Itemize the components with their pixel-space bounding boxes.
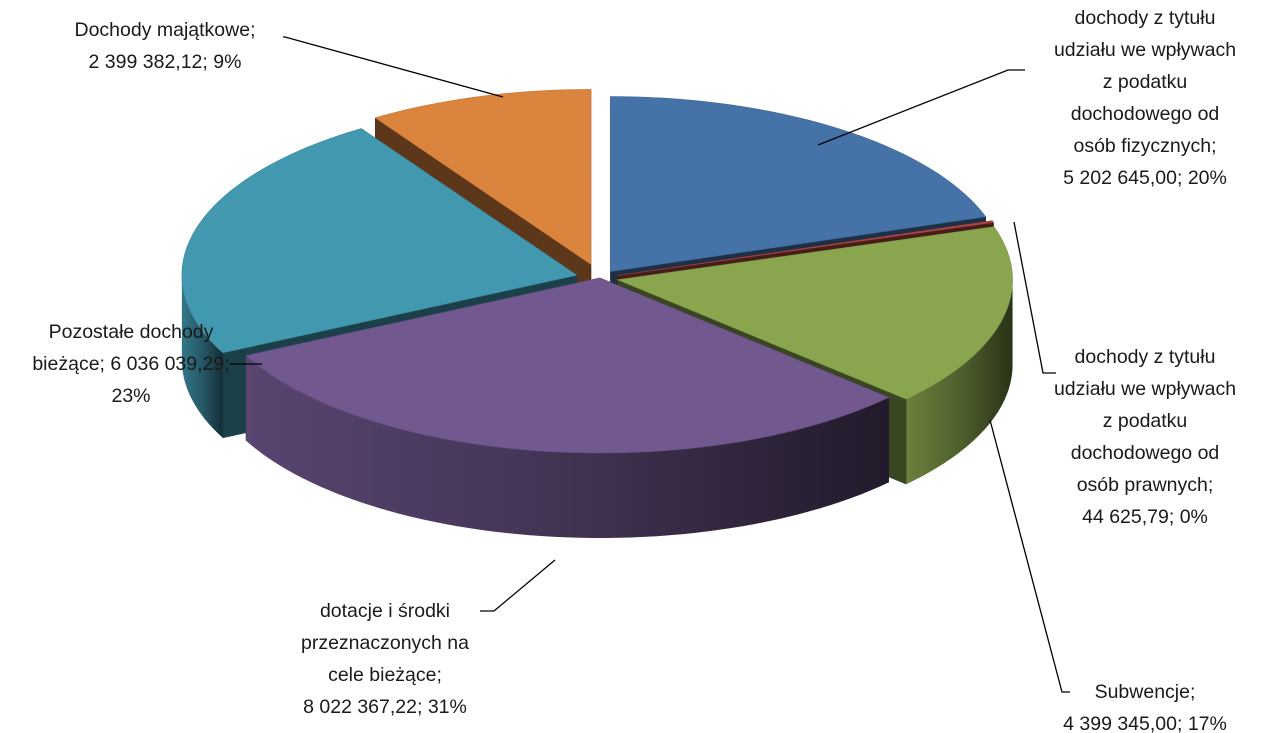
slice-pit bbox=[610, 96, 987, 272]
data-label-line: przeznaczonych na bbox=[300, 632, 470, 654]
data-label-line: 44 625,79; 0% bbox=[1082, 506, 1208, 528]
slice-majatkowe bbox=[374, 89, 592, 265]
slice-rim-subwencje bbox=[906, 279, 1013, 485]
data-label-line: dochody z tytułu bbox=[1074, 346, 1216, 368]
data-label-line: Pozostałe dochody bbox=[48, 321, 214, 343]
data-label-line: dochodowego od bbox=[1070, 442, 1220, 464]
data-label-line: dochodowego od bbox=[1070, 103, 1220, 125]
data-label-line: z podatku bbox=[1102, 410, 1188, 432]
data-label-line: dochody z tytułu bbox=[1074, 7, 1216, 29]
leader-line-majatkowe bbox=[283, 36, 504, 98]
leader-line-cit bbox=[1013, 221, 1056, 374]
data-label-pozostale: Pozostałe dochody bieżące; 6 036 039,29;… bbox=[0, 316, 262, 412]
data-label-line: 5 202 645,00; 20% bbox=[1063, 167, 1227, 189]
data-label-line: cele bieżące; bbox=[328, 664, 442, 686]
data-label-dotacje: dotacje i środki przeznaczonych na cele … bbox=[265, 595, 505, 723]
data-label-line: udziału we wpływach bbox=[1053, 39, 1237, 61]
data-label-line: osób fizycznych; bbox=[1073, 135, 1217, 157]
data-label-pit: dochody z tytułu udziału we wpływach z p… bbox=[1025, 2, 1265, 194]
data-label-line: 23% bbox=[111, 385, 151, 407]
data-label-line: 2 399 382,12; 9% bbox=[88, 51, 242, 73]
data-label-majatkowe: Dochody majątkowe; 2 399 382,12; 9% bbox=[40, 14, 290, 78]
slice-rim-pozostale bbox=[181, 275, 223, 438]
data-label-line: Dochody majątkowe; bbox=[74, 19, 256, 41]
slice-cit bbox=[617, 220, 995, 276]
data-label-line: Subwencje; bbox=[1094, 681, 1196, 703]
leader-line-dotacje bbox=[480, 559, 556, 612]
slice-dotacje bbox=[245, 277, 890, 454]
pie-tops bbox=[181, 89, 1013, 454]
data-label-line: z podatku bbox=[1102, 71, 1188, 93]
leader-lines bbox=[230, 36, 1070, 693]
data-label-line: 8 022 367,22; 31% bbox=[303, 696, 467, 718]
data-label-line: 4 399 345,00; 17% bbox=[1063, 713, 1227, 733]
data-label-line: osób prawnych; bbox=[1076, 474, 1214, 496]
slice-pozostale bbox=[181, 128, 578, 354]
slice-subwencje bbox=[616, 226, 1013, 400]
data-label-cit: dochody z tytułu udziału we wpływach z p… bbox=[1025, 341, 1265, 533]
slice-rim-dotacje bbox=[245, 355, 889, 538]
leader-line-subwencje bbox=[989, 419, 1070, 693]
data-label-subwencje: Subwencje; 4 399 345,00; 17% bbox=[1025, 676, 1265, 733]
data-label-line: dotacje i środki bbox=[319, 600, 451, 622]
data-label-line: bieżące; 6 036 039,29; bbox=[32, 353, 230, 375]
data-label-line: udziału we wpływach bbox=[1053, 378, 1237, 400]
leader-line-pit bbox=[817, 69, 1025, 146]
